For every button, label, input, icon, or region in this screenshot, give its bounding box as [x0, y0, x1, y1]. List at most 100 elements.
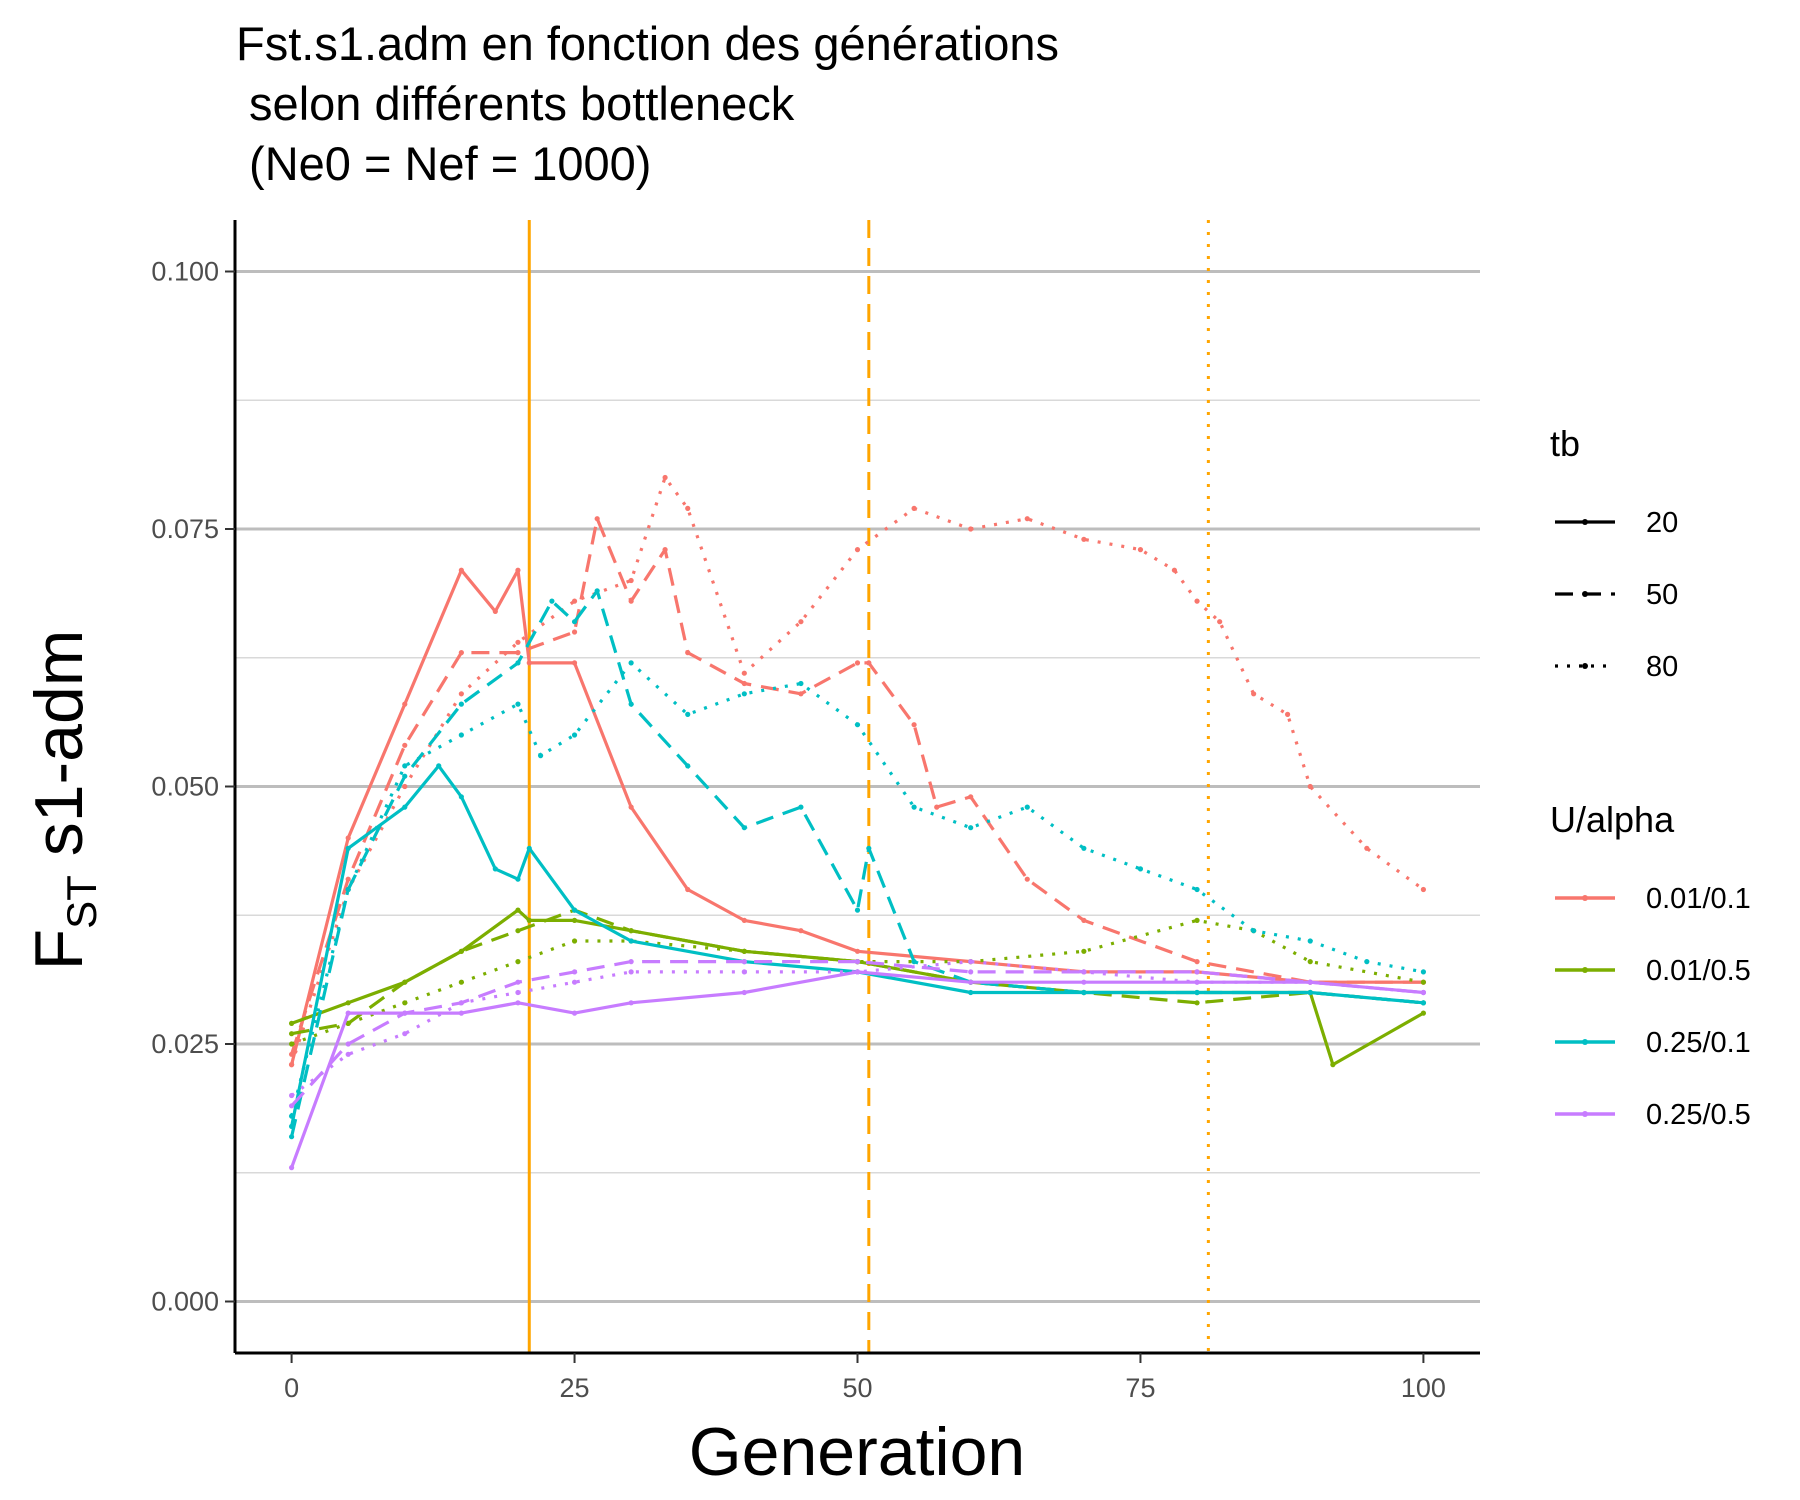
series-point	[515, 660, 521, 666]
series-point	[1307, 959, 1313, 965]
series-point	[402, 773, 408, 779]
series-point	[741, 948, 747, 954]
series-point	[402, 1000, 408, 1006]
series-point	[798, 691, 804, 697]
series-point	[1307, 989, 1313, 996]
y-axis-label-sub: ST	[58, 875, 105, 929]
series-point	[1081, 979, 1087, 985]
series-point	[1194, 979, 1200, 985]
series-point	[1420, 1010, 1427, 1016]
series-point	[571, 969, 578, 975]
series-line-0-01-0-1-tb50	[290, 517, 1424, 1055]
series-point	[571, 907, 578, 913]
series-point	[968, 794, 974, 800]
series-point	[571, 938, 578, 944]
series-point	[402, 979, 408, 985]
series-point	[854, 660, 861, 666]
series-point	[571, 598, 578, 604]
series-point	[458, 794, 464, 800]
y-tick-label: 0.000	[151, 1287, 219, 1317]
series-point	[854, 722, 861, 728]
x-axis-label: Generation	[689, 1414, 1025, 1490]
series-point	[594, 588, 600, 594]
series-point	[436, 763, 442, 769]
series-point	[345, 886, 351, 893]
series-point	[345, 845, 351, 851]
series-point	[1364, 845, 1370, 851]
series-point	[628, 938, 634, 944]
legend-tb: tb 20 50 80	[1550, 423, 1678, 683]
series-point	[1420, 886, 1427, 893]
series-point	[571, 917, 578, 924]
series-point	[1081, 948, 1087, 954]
legend-ua-title: U/alpha	[1550, 799, 1675, 840]
series-point	[402, 701, 408, 707]
series-point	[741, 825, 747, 831]
y-axis-label-rest: s1-adm	[21, 630, 97, 876]
series-point	[628, 598, 634, 604]
series-line-0-25-0-1-tb50	[290, 589, 1424, 1138]
series-point	[345, 1051, 351, 1057]
series-point	[628, 701, 634, 707]
series-point	[1420, 1000, 1427, 1006]
series-point	[1081, 989, 1087, 996]
series-point	[968, 979, 974, 985]
series-point	[798, 619, 804, 625]
series-point	[798, 928, 804, 934]
series-point	[741, 989, 747, 996]
series-point	[571, 979, 578, 985]
series-point	[288, 1134, 295, 1140]
legend-ua-label: 0.01/0.1	[1646, 883, 1751, 915]
legend-ua-key-point	[1582, 1039, 1588, 1045]
series-point	[741, 917, 747, 924]
series-line-0-01-0-5-tb50	[291, 908, 1424, 1036]
series-point	[1364, 959, 1370, 965]
legend-tb-key-point	[1582, 591, 1588, 597]
series-point	[1330, 1062, 1336, 1068]
series-point	[798, 804, 804, 810]
series-point	[458, 650, 464, 656]
series-point	[685, 763, 691, 769]
axis-ticks: 0.000 0.025 0.050 0.075 0.100 0 25 50 75 100	[151, 257, 1446, 1404]
series-point	[1251, 691, 1257, 697]
series-point	[288, 1113, 295, 1119]
series-point	[1194, 1000, 1200, 1006]
series-point	[515, 650, 521, 656]
series-point	[594, 516, 600, 522]
series-point	[515, 928, 521, 934]
series-point	[741, 680, 747, 687]
series-point	[1420, 989, 1427, 996]
legend-tb-label: 80	[1646, 651, 1678, 683]
y-axis-label: FST s1-adm	[21, 630, 105, 971]
series-point	[1024, 516, 1030, 522]
series-point	[628, 959, 634, 965]
series-point	[288, 1031, 295, 1037]
series-point	[402, 742, 408, 748]
series-point	[911, 505, 917, 511]
x-tick-label: 50	[842, 1373, 872, 1403]
legend-tb-title: tb	[1550, 423, 1580, 464]
series-point	[515, 907, 521, 913]
series-point	[911, 959, 917, 965]
series-point	[345, 1000, 351, 1006]
legend-ua-key-point	[1582, 967, 1588, 973]
series-point	[854, 948, 861, 954]
series-point	[515, 1000, 521, 1006]
series-point	[628, 577, 634, 584]
chart-title-line-3: (Ne0 = Nef = 1000)	[236, 137, 652, 190]
legend-tb-label: 20	[1646, 507, 1678, 539]
y-tick-label: 0.075	[151, 514, 219, 544]
series-point	[968, 969, 974, 975]
series-point	[345, 1010, 351, 1016]
legend-tb-key-point	[1582, 663, 1588, 669]
series-point	[345, 835, 351, 841]
series-point	[1217, 619, 1223, 625]
series-point	[1284, 711, 1291, 718]
series-point	[526, 917, 532, 924]
series-point	[628, 660, 634, 666]
series-point	[1081, 845, 1087, 851]
series-point	[741, 670, 747, 676]
series-point	[571, 1010, 578, 1016]
series-point	[345, 1020, 351, 1026]
